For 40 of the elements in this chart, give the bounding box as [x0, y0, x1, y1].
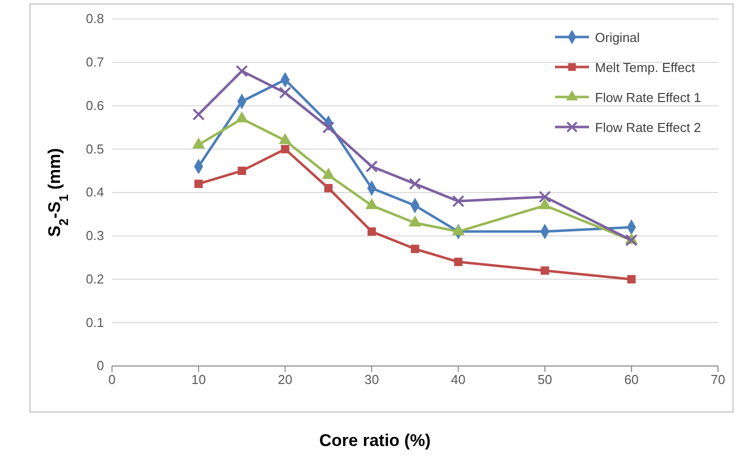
x-tick-label: 40	[451, 372, 466, 388]
x-tick-label: 20	[278, 372, 292, 388]
point	[625, 234, 638, 246]
point	[236, 64, 248, 78]
y-tick-label: 0.8	[86, 11, 104, 26]
legend-label: Flow Rate Effect 1	[595, 90, 701, 105]
y-tick-label: 0.4	[86, 184, 104, 200]
x-tick-label: 30	[364, 372, 379, 388]
legend-label: Original	[595, 30, 640, 45]
point	[366, 160, 378, 173]
point	[452, 195, 464, 208]
x-tick-label: 0	[108, 372, 116, 388]
x-tick-label: 70	[710, 372, 726, 388]
x-tick-label: 10	[191, 372, 206, 388]
legend-label: Flow Rate Effect 2	[595, 120, 701, 135]
y-tick-label: 0.7	[86, 54, 104, 70]
y-tick-label: 0.5	[86, 141, 104, 156]
point	[410, 244, 420, 254]
y-tick-label: 0.3	[86, 228, 104, 244]
point	[322, 121, 335, 134]
point	[192, 108, 205, 121]
y-tick-label: 0.2	[86, 271, 104, 286]
point	[627, 275, 636, 284]
x-tick-label: 60	[624, 372, 639, 388]
y-tick-label: 0	[96, 358, 104, 374]
point	[538, 190, 551, 203]
point	[194, 180, 203, 188]
y-tick-label: 0.6	[86, 98, 104, 113]
x-tick-label: 50	[538, 372, 552, 388]
point	[540, 266, 550, 275]
point	[238, 166, 246, 175]
x-axis-title: Core ratio (%)	[319, 431, 431, 450]
point	[454, 258, 462, 266]
y-tick-label: 0.1	[86, 314, 104, 330]
legend-label: Melt Temp. Effect	[595, 60, 696, 75]
point	[324, 184, 333, 192]
point	[368, 227, 376, 236]
point	[279, 86, 292, 99]
point	[280, 144, 290, 154]
point	[408, 178, 422, 190]
